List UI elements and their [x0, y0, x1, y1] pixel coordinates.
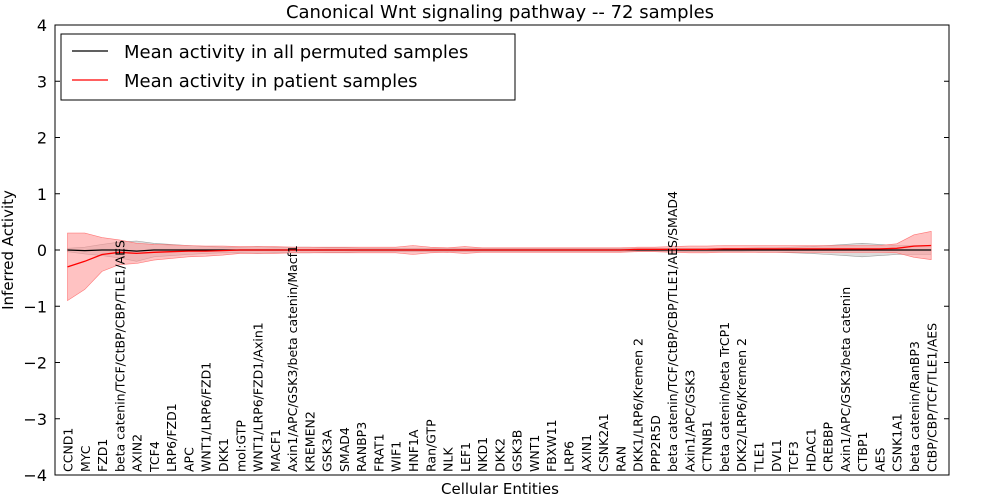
x-tick-label: MACF1	[268, 429, 283, 472]
chart-title: Canonical Wnt signaling pathway -- 72 sa…	[286, 2, 714, 23]
x-tick-label: WNT1/LRP6/FZD1/Axin1	[251, 322, 266, 472]
plot-frame	[54, 24, 950, 476]
x-tick-label: beta catenin/beta TrCP1	[717, 322, 732, 472]
x-tick-label: HNF1A	[406, 429, 421, 472]
y-axis-label: Inferred Activity	[0, 190, 17, 310]
x-tick-label: PPP2R5D	[648, 415, 663, 472]
x-tick-label: DVL1	[769, 439, 784, 472]
x-tick-label: GSK3B	[510, 430, 525, 472]
y-tick-label: −4	[23, 466, 47, 485]
x-tick-label: FRAT1	[371, 433, 386, 472]
legend: Mean activity in all permuted samples Me…	[60, 33, 516, 101]
x-tick-label: beta catenin/TCF/CtBP/CBP/TLE1/AES	[112, 240, 127, 472]
x-tick-label: beta catenin/TCF/CtBP/CBP/TLE1/AES/SMAD4	[665, 191, 680, 472]
x-tick-label: WIF1	[389, 441, 404, 472]
x-tick-label: KREMEN2	[302, 411, 317, 472]
legend-label-patient: Mean activity in patient samples	[124, 71, 418, 92]
x-axis-tick-labels: CCND1 MYC FZD1 beta catenin/TCF/CtBP/CBP/TL…	[61, 191, 940, 473]
x-tick-label: beta catenin/RanBP3	[907, 341, 922, 472]
x-tick-label: NLK	[441, 447, 456, 472]
x-tick-label: SMAD4	[337, 427, 352, 472]
x-tick-label: DKK1/LRP6/Kremen 2	[631, 338, 646, 472]
x-tick-label: GSK3A	[320, 429, 335, 472]
x-tick-label: Ran/GTP	[423, 419, 438, 472]
series-lines	[67, 244, 932, 268]
y-tick-label: −2	[23, 354, 47, 373]
x-tick-label: AES	[872, 448, 887, 472]
x-tick-label: CtBP/CBP/TCF/TLE1/AES	[924, 323, 939, 472]
x-tick-label: AXIN2	[130, 434, 145, 472]
x-tick-label: NKD1	[475, 437, 490, 472]
x-tick-label: WNT1	[527, 435, 542, 472]
x-tick-label: FBXW11	[544, 419, 559, 472]
legend-label-permuted: Mean activity in all permuted samples	[124, 42, 468, 63]
y-tick-label: 4	[37, 16, 47, 35]
x-tick-label: CCND1	[61, 428, 76, 472]
y-tick-label: 1	[37, 185, 47, 204]
line-patient	[67, 244, 932, 268]
x-tick-label: MYC	[78, 445, 93, 472]
x-tick-label: TLE1	[752, 442, 767, 473]
x-tick-label: RANBP3	[354, 422, 369, 472]
x-tick-label: CTNNB1	[700, 420, 715, 472]
x-tick-label: CREBBP	[821, 422, 836, 472]
x-tick-label: Axin1/APC/GSK3	[682, 370, 697, 472]
y-tick-label: −3	[23, 410, 47, 429]
x-tick-label: APC	[181, 447, 196, 472]
y-tick-label: −1	[23, 297, 47, 316]
x-tick-label: CSNK2A1	[596, 413, 611, 472]
x-tick-label: DKK1	[216, 438, 231, 472]
legend-box	[60, 33, 516, 101]
x-tick-label: DKK2	[492, 438, 507, 472]
y-axis-ticks: −4 −3 −2 −1 0 1 2 3 4	[23, 16, 949, 485]
x-tick-label: Axin1/APC/GSK3/beta catenin	[838, 287, 853, 472]
x-tick-label: DKK2/LRP6/Kremen 2	[734, 338, 749, 472]
y-tick-label: 0	[37, 241, 47, 260]
x-axis-label: Cellular Entities	[441, 480, 559, 498]
x-tick-label: TCF3	[786, 441, 801, 473]
y-tick-label: 3	[37, 72, 47, 91]
x-tick-label: HDAC1	[803, 428, 818, 472]
x-tick-label: TCF4	[147, 441, 162, 473]
x-tick-label: LEF1	[458, 442, 473, 472]
x-tick-label: WNT1/LRP6/FZD1	[199, 362, 214, 472]
x-tick-label: Axin1/APC/GSK3/beta catenin/Macf1	[285, 245, 300, 472]
x-tick-label: AXIN1	[579, 434, 594, 472]
x-tick-label: mol:GTP	[233, 420, 248, 472]
x-tick-label: LRP6	[561, 441, 576, 472]
x-tick-label: CSNK1A1	[890, 413, 905, 472]
x-tick-label: LRP6/FZD1	[164, 403, 179, 472]
y-tick-label: 2	[37, 129, 47, 148]
x-tick-label: RAN	[613, 446, 628, 472]
x-tick-label: FZD1	[95, 439, 110, 472]
x-tick-label: CTBP1	[855, 432, 870, 472]
